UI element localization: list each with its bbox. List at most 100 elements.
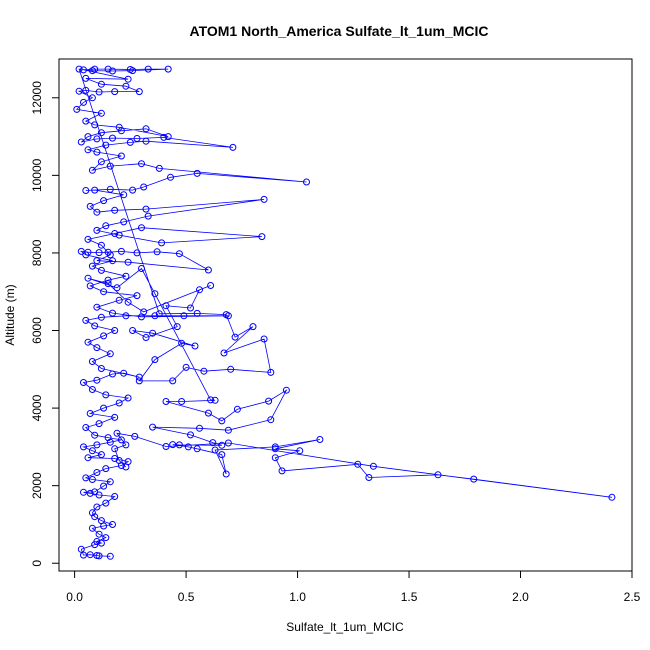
data-point: [144, 212, 152, 220]
data-point: [187, 431, 194, 439]
data-point: [111, 327, 119, 334]
data-point: [117, 436, 125, 444]
data-point: [106, 162, 114, 170]
data-point: [88, 476, 96, 483]
data-point: [113, 284, 121, 292]
data-point: [296, 447, 304, 455]
data-point: [142, 137, 150, 145]
x-tick-label: 1.0: [289, 590, 306, 604]
x-axis-label: Sulfate_lt_1um_MCIC: [286, 620, 404, 634]
data-point: [82, 187, 90, 194]
data-point: [218, 441, 226, 449]
data-point: [77, 545, 85, 553]
series-line: [75, 68, 612, 557]
data-point: [75, 65, 83, 73]
data-point: [218, 451, 226, 459]
data-point: [109, 134, 116, 142]
x-tick-label: 2.0: [512, 590, 529, 604]
data-point: [178, 398, 186, 405]
data-point: [131, 432, 139, 440]
data-point: [91, 431, 99, 439]
data-point: [133, 135, 141, 142]
data-point: [88, 447, 96, 455]
data-point: [124, 298, 132, 306]
data-point: [209, 439, 217, 447]
data-point: [100, 482, 108, 490]
data-point: [86, 282, 94, 290]
data-point: [207, 282, 215, 289]
data-point: [354, 460, 362, 468]
data-point: [151, 290, 159, 298]
data-point: [84, 235, 92, 243]
data-point: [164, 65, 172, 73]
data-point: [104, 276, 112, 284]
data-point: [149, 329, 157, 337]
data-point: [138, 224, 145, 232]
data-point: [258, 233, 266, 241]
data-point: [249, 323, 257, 331]
data-point: [126, 138, 134, 146]
data-point: [84, 338, 92, 346]
data-point: [82, 316, 90, 324]
data-series: [73, 65, 616, 560]
data-point: [111, 493, 119, 500]
data-point: [91, 488, 99, 496]
data-point: [102, 499, 110, 507]
data-point: [111, 413, 119, 421]
data-point: [82, 86, 90, 94]
data-point: [97, 266, 105, 274]
data-point: [124, 75, 132, 83]
data-point: [93, 469, 101, 476]
data-point: [97, 313, 105, 321]
data-point: [122, 463, 130, 471]
data-point: [102, 465, 110, 473]
data-point: [124, 258, 132, 266]
data-point: [122, 82, 130, 90]
data-point: [162, 302, 170, 310]
data-point: [133, 292, 141, 300]
data-point: [109, 521, 116, 528]
data-point: [84, 248, 92, 256]
data-point: [120, 191, 128, 199]
data-point: [109, 370, 116, 378]
data-point: [316, 436, 324, 443]
data-point: [93, 257, 101, 265]
data-point: [100, 197, 108, 205]
data-point: [211, 446, 219, 454]
data-point: [115, 123, 123, 131]
data-point: [175, 250, 183, 258]
data-point: [102, 391, 110, 399]
data-point: [93, 208, 101, 216]
y-tick-label: 6000: [30, 317, 44, 344]
x-axis: 0.0 0.5 1.0 1.5 2.0 2.5: [66, 570, 641, 604]
data-point: [122, 441, 130, 449]
data-point: [369, 462, 377, 470]
data-point: [153, 248, 161, 256]
data-point: [95, 88, 103, 96]
data-point: [80, 98, 87, 106]
data-point: [144, 65, 152, 73]
data-point: [80, 488, 87, 496]
data-point: [204, 409, 212, 417]
data-point: [88, 358, 96, 365]
data-point: [149, 423, 157, 431]
data-point: [77, 247, 85, 255]
y-tick-label: 8000: [30, 239, 44, 266]
data-point: [84, 454, 92, 462]
data-point: [193, 445, 201, 453]
data-point: [102, 141, 110, 149]
data-point: [187, 304, 194, 312]
data-point: [91, 513, 99, 521]
data-point: [91, 186, 99, 194]
data-point: [193, 169, 201, 177]
data-point: [151, 312, 159, 320]
data-point: [207, 396, 215, 404]
data-point: [109, 67, 116, 75]
data-point: [93, 441, 101, 449]
data-point: [135, 88, 143, 96]
data-point: [120, 218, 128, 226]
y-tick-label: 10000: [30, 158, 44, 192]
data-point: [97, 129, 105, 137]
data-point: [93, 135, 101, 143]
data-point: [93, 376, 101, 384]
